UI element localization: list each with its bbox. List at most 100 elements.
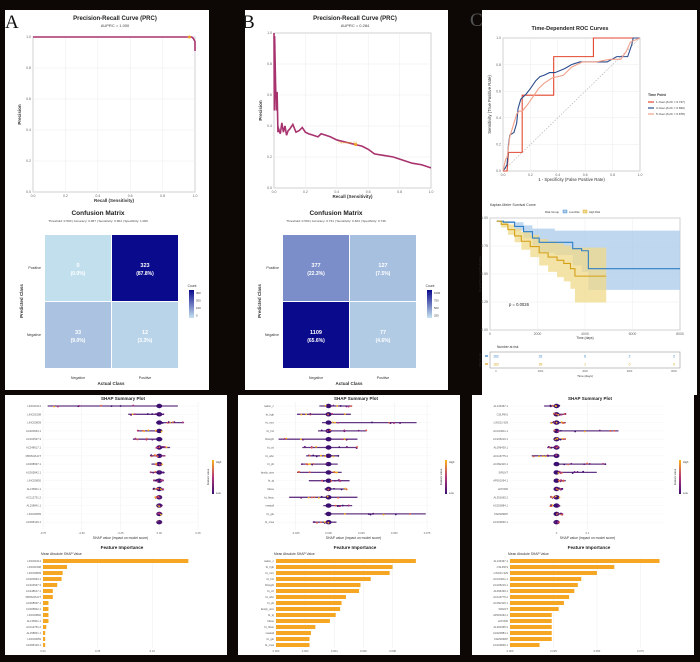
c-shap-feature-label: CSLPIKS [497, 412, 509, 416]
c-shap-legend-title: Feature value [673, 468, 677, 485]
b-cm-title: Confusion Matrix [309, 210, 362, 217]
b-shap-point [356, 446, 359, 448]
a-cm-ylabel-cat: Positive [28, 266, 41, 270]
b-imp-bar [276, 613, 336, 617]
b-shap-feature-label: bt_glu [267, 512, 275, 516]
c-km-risk-value: 0 [673, 363, 675, 367]
b-cm-cell-count: 1109 [310, 330, 322, 336]
b-prc-subtitle: AUPRC = 0.284 [341, 23, 370, 28]
b-shap-point-cluster [325, 453, 332, 458]
a-shap-point [145, 437, 148, 440]
b-shap-feature-label: bt_mcv [265, 421, 274, 425]
a-cm-cell-count: 33 [75, 330, 81, 336]
c-shap-point [557, 413, 559, 416]
a-shap-point-cluster [156, 403, 163, 409]
a-imp-bar [43, 619, 49, 623]
c-shap-feature-label: AC105219.1 [493, 437, 508, 441]
a-imp-bar [43, 595, 53, 599]
c-imp-feature-label: AC020884.1 [493, 631, 508, 635]
c-roc-xtick: 0.2 [528, 173, 533, 177]
a-shap-feature-label: AC095129.1 [26, 520, 41, 524]
a-shap-legend-title: Feature value [206, 468, 210, 485]
b-shap-legend-low: Low [449, 491, 454, 495]
c-shap-point [558, 404, 561, 407]
c-shap-xtick: 0.1 [586, 531, 590, 535]
c-shap-point [560, 513, 563, 516]
b-shap-legend-title: Feature value [439, 468, 443, 485]
b-shap-point [302, 438, 304, 441]
c-km-risk-xtick: 6000 [627, 370, 633, 373]
panel-b-bottom [238, 395, 460, 655]
b-shap-feature-label: family_size [261, 470, 275, 474]
b-shap-point [312, 462, 315, 465]
a-shap-point [156, 438, 159, 441]
b-shap-point [334, 479, 336, 482]
a-shap-xtick: 0.00 [157, 531, 163, 535]
c-imp-feature-label: AP001094.1 [493, 613, 508, 617]
b-shap-point [321, 479, 323, 482]
b-shap-point [301, 463, 303, 466]
a-imp-feature-label: LINC00659 [27, 637, 41, 641]
c-shap-point [602, 462, 604, 465]
a-prc-threshold-point [187, 35, 191, 39]
c-shap-point [553, 412, 555, 415]
c-shap-point [547, 455, 549, 457]
c-imp-feature-label: FAM183DP [494, 637, 508, 641]
c-roc-series-3 [502, 37, 641, 172]
c-imp-bar [510, 595, 570, 599]
c-shap-point [550, 504, 552, 506]
c-imp-feature-label: LINC01 929 [494, 571, 509, 575]
a-shap-point [143, 430, 146, 433]
a-shap-feature-label: AL158841.1 [27, 504, 42, 508]
c-shap-feature-label: LINC01 929 [494, 421, 509, 425]
c-km-pvalue: p = 0.0026 [509, 302, 530, 307]
a-shap-point [157, 504, 160, 506]
a-shap-point [158, 437, 161, 440]
b-shap-point [322, 480, 325, 482]
c-imp-title: Feature Importance [568, 545, 611, 550]
a-shap-point [162, 445, 164, 448]
c-shap-point [559, 472, 562, 475]
b-imp-bar [276, 589, 360, 593]
a-cm-cell-count: 0 [76, 263, 79, 269]
b-shap-point [323, 521, 326, 523]
c-shap-point-cluster [553, 511, 560, 517]
c-shap-feature-label: AC092116.1 [493, 462, 508, 466]
a-cm-legend-tick: 100 [196, 306, 201, 310]
b-shap-point [331, 421, 334, 424]
b-prc-ytick: 0.4 [267, 124, 272, 128]
b-shap-legend-bar [445, 460, 447, 494]
b-shap-xtick: 0.025 [358, 531, 365, 535]
a-shap-point [155, 446, 158, 449]
c-km-title: Kaplan-Meier Survival Curve [490, 203, 536, 207]
c-shap-feature-label: AL391665.2 [494, 495, 509, 499]
a-shap-feature-label: LINC00839 [27, 421, 41, 425]
a-cm-ylabel: Predicted Class [19, 284, 24, 318]
a-imp-bar [43, 565, 68, 569]
b-prc-frame [273, 32, 432, 189]
a-shap-point [147, 429, 150, 432]
c-km-xtick: 6000 [629, 332, 637, 336]
a-prc-ytick: 0.6 [26, 97, 31, 101]
a-imp-feature-label: LINC01508 [27, 565, 41, 569]
a-cm-cell [112, 235, 178, 301]
a-shap-point [156, 471, 159, 474]
c-shap-point [586, 462, 589, 465]
c-imp-xtick: 0.075 [637, 649, 644, 653]
c-shap-point [552, 421, 555, 423]
c-km-risk-value: 2 [629, 355, 631, 359]
b-shap-point-cluster [325, 470, 332, 475]
b-shap-point [300, 413, 303, 416]
a-shap-xtick: -0.25 [117, 531, 124, 535]
b-shap-xtick: 0.075 [424, 531, 431, 535]
a-shap-point [158, 496, 161, 499]
a-imp-feature-label: PRDM16-DT [26, 595, 42, 599]
b-shap-point-cluster [325, 478, 332, 483]
b-shap-point [308, 454, 311, 457]
c-shap-point [532, 455, 535, 458]
c-km-risk-value: 32 [539, 355, 543, 359]
b-shap-title: SHAP Summary Plot [334, 396, 378, 401]
b-shap-point [334, 504, 337, 507]
c-shap-point [570, 462, 573, 465]
b-shap-feature-label: bt_plt [267, 462, 274, 466]
